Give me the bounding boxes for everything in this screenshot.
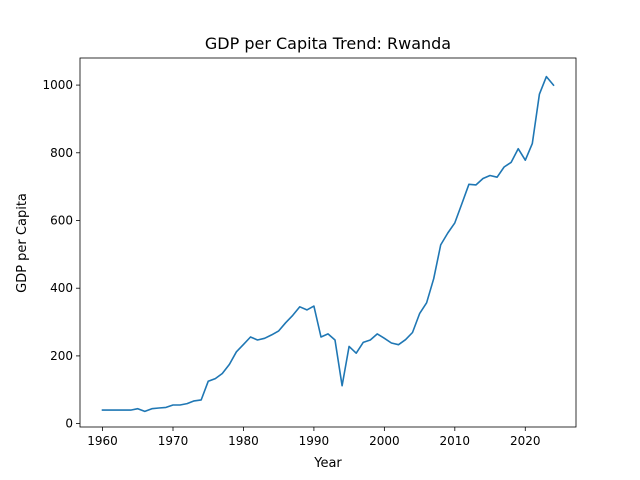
x-tick-label: 1960 — [87, 434, 118, 448]
x-axis-ticks: 1960 1970 1980 1990 2000 2010 2020 — [87, 427, 541, 448]
chart-title: GDP per Capita Trend: Rwanda — [205, 34, 451, 53]
series-layer — [101, 75, 555, 413]
x-axis-label: Year — [313, 456, 342, 471]
x-tick-label: 2000 — [369, 434, 400, 448]
x-tick-label: 1980 — [228, 434, 259, 448]
y-tick-label: 600 — [50, 213, 73, 227]
plot-area: 1960 1970 1980 1990 2000 2010 2020 0 200 400 600 8… — [42, 57, 577, 448]
y-tick-label: 800 — [50, 146, 73, 160]
y-axis-label: GDP per Capita — [15, 193, 30, 293]
series-line — [101, 75, 555, 413]
x-tick-label: 1970 — [158, 434, 189, 448]
x-tick-label: 2020 — [510, 434, 541, 448]
x-tick-label: 2010 — [440, 434, 471, 448]
y-tick-label: 1000 — [42, 78, 73, 92]
y-tick-label: 200 — [50, 349, 73, 363]
y-tick-label: 400 — [50, 281, 73, 295]
y-tick-label: 0 — [65, 417, 73, 431]
axes-frame — [79, 57, 577, 428]
y-axis-ticks: 0 200 400 600 800 1000 — [42, 78, 80, 431]
x-tick-label: 1990 — [299, 434, 330, 448]
